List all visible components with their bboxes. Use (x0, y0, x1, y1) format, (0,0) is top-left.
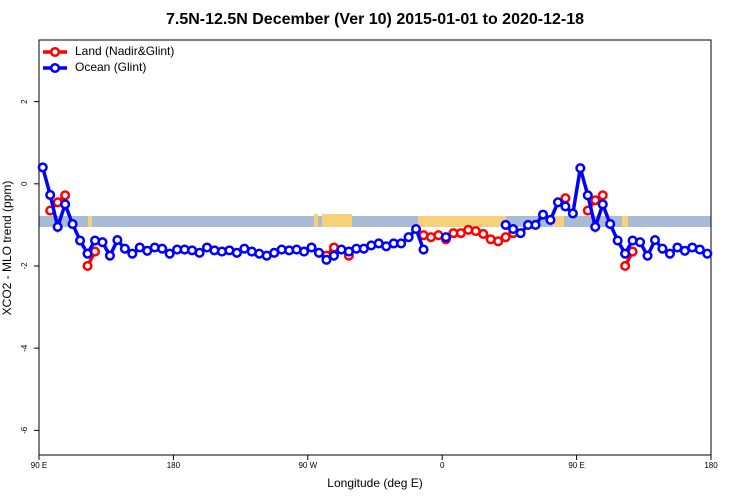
land-band (314, 214, 318, 227)
data-point (515, 228, 526, 239)
data-point (37, 162, 48, 173)
data-point (112, 235, 123, 246)
data-point (537, 209, 549, 220)
x-tick-label: 180 (704, 461, 718, 470)
data-point (560, 201, 571, 212)
y-tick-label: -2 (20, 262, 29, 270)
y-tick-label: -6 (20, 426, 29, 434)
data-point (493, 236, 504, 247)
data-point (164, 248, 175, 259)
data-point (403, 232, 414, 243)
data-point (649, 235, 661, 246)
data-point (313, 247, 325, 258)
data-point (52, 221, 63, 233)
land-band (88, 216, 92, 227)
legend-label: Ocean (Glint) (75, 60, 146, 74)
data-point (82, 248, 93, 259)
x-tick-label: 90 E (31, 461, 47, 470)
land-band (322, 214, 352, 227)
chart-title: 7.5N-12.5N December (Ver 10) 2015-01-01 … (166, 11, 584, 28)
data-point (530, 219, 541, 230)
y-axis-label: XCO2 - MLO trend (ppm) (0, 181, 14, 316)
data-point (82, 260, 93, 272)
data-point (664, 248, 675, 259)
land-band (552, 216, 564, 227)
data-point (612, 235, 623, 246)
legend-label: Land (Nadir&Glint) (75, 44, 174, 58)
data-point (97, 237, 108, 248)
data-point (575, 163, 586, 174)
data-point (299, 246, 310, 257)
data-point (328, 250, 339, 261)
data-point (104, 250, 115, 261)
data-point (597, 199, 608, 210)
y-tick-label: 2 (20, 99, 29, 104)
data-point (440, 232, 451, 243)
data-point (590, 221, 601, 233)
data-point (127, 248, 138, 259)
data-point (545, 214, 556, 226)
data-point (567, 208, 578, 219)
land-band (622, 216, 628, 227)
data-point (582, 190, 593, 201)
x-axis-label: Longitude (deg E) (327, 476, 422, 490)
data-point (635, 237, 646, 248)
data-point (642, 250, 653, 261)
land-band (418, 216, 506, 227)
data-point (411, 223, 422, 235)
data-point (119, 243, 130, 254)
data-point (231, 247, 242, 258)
x-tick-label: 90 W (298, 461, 317, 470)
data-point (478, 228, 489, 239)
data-point (418, 244, 429, 255)
data-point (60, 199, 71, 210)
y-tick-label: -4 (20, 344, 29, 352)
data-point (620, 248, 631, 259)
data-point (194, 247, 205, 258)
x-tick-label: 180 (167, 461, 181, 470)
band (39, 216, 711, 227)
data-point (60, 190, 71, 201)
data-point (306, 242, 317, 253)
data-point (500, 219, 511, 230)
data-point (597, 190, 608, 201)
data-point (694, 244, 705, 255)
data-point (605, 219, 616, 230)
data-point (67, 219, 78, 230)
legend-marker (49, 62, 61, 74)
x-tick-label: 0 (440, 461, 445, 470)
data-point (552, 197, 563, 208)
data-point (321, 254, 332, 265)
data-point (396, 238, 407, 249)
data-point (657, 243, 668, 254)
data-point (620, 260, 631, 272)
data-point (75, 235, 86, 246)
data-point (157, 243, 168, 254)
data-point (45, 189, 56, 200)
x-tick-label: 90 E (568, 461, 584, 470)
data-point (508, 223, 519, 235)
legend-marker (49, 46, 61, 58)
data-point (702, 248, 713, 259)
plot-frame (38, 39, 712, 456)
data-point (590, 195, 601, 206)
data-point (500, 232, 511, 243)
y-tick-label: 0 (20, 181, 29, 186)
reference-band (39, 214, 711, 227)
